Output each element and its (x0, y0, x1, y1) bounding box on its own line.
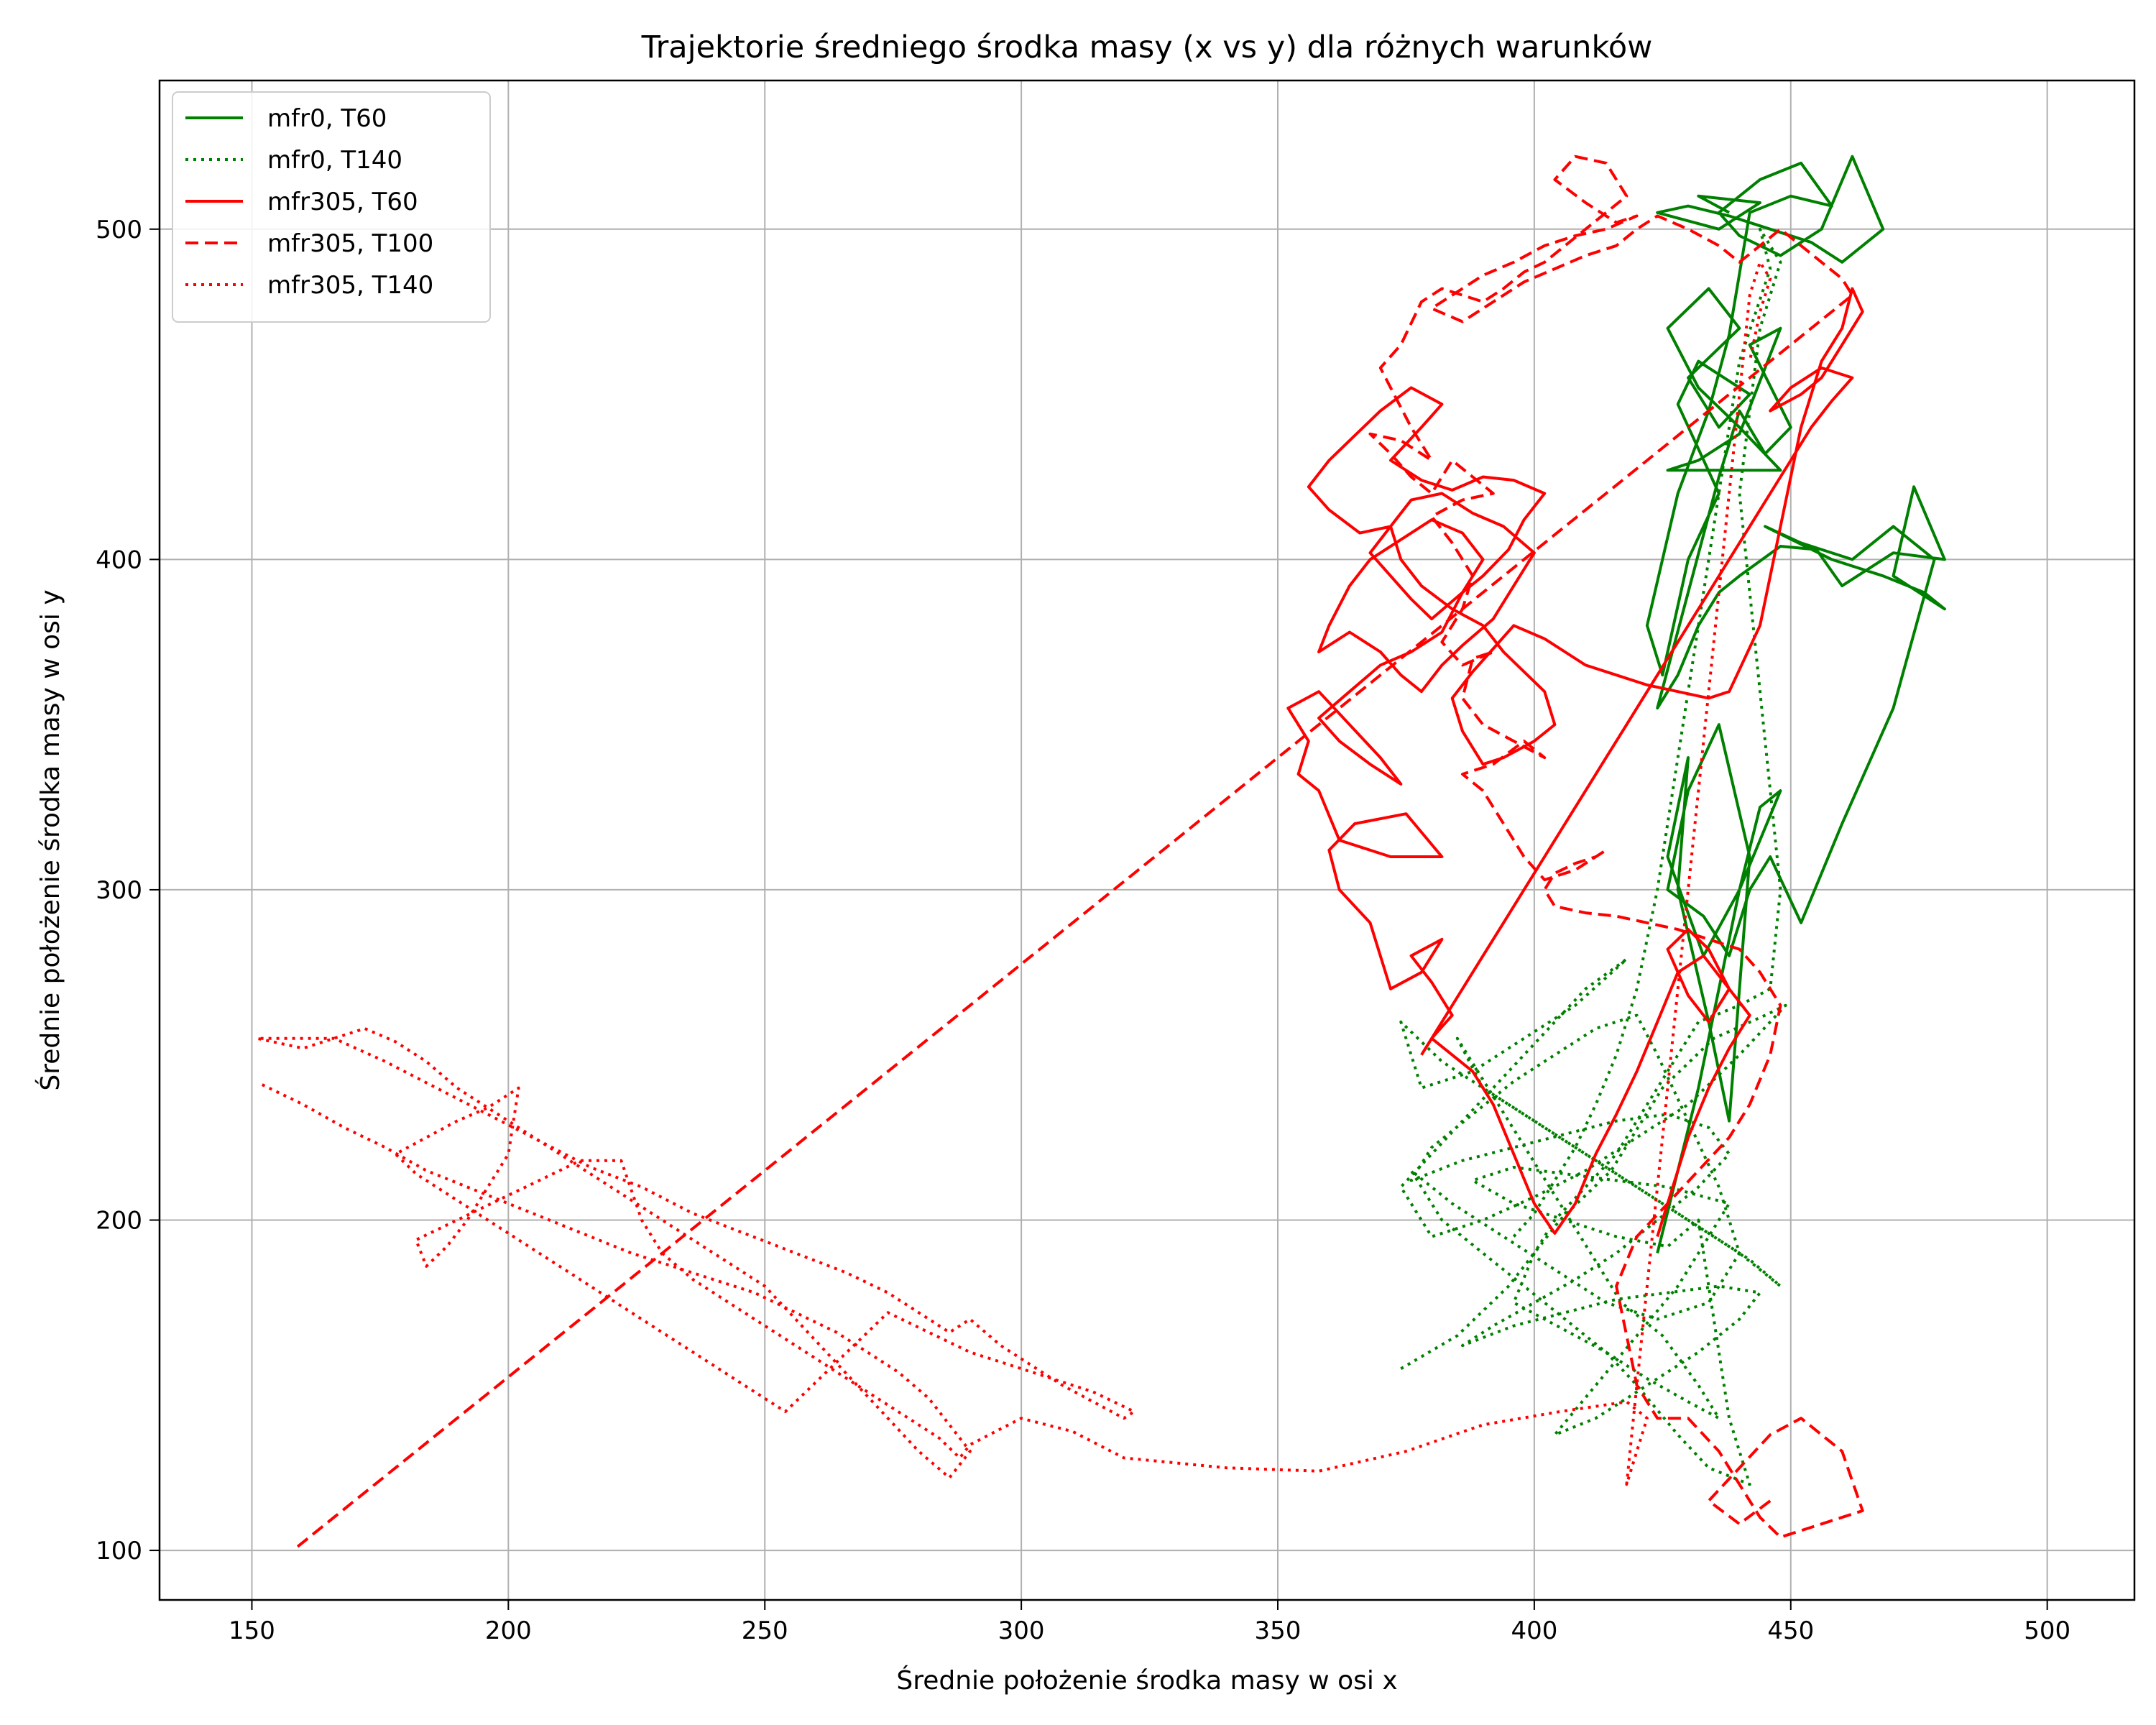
grid (160, 80, 2134, 1600)
chart-title: Trajektorie średniego środka masy (x vs … (641, 29, 1653, 65)
series-line-3 (292, 155, 1864, 1552)
legend-label-4: mfr305, T140 (267, 271, 433, 300)
x-tick-label: 500 (2024, 1616, 2070, 1645)
x-tick-label: 400 (1511, 1616, 1557, 1645)
x-tick-label: 300 (998, 1616, 1045, 1645)
y-tick-label: 100 (96, 1537, 142, 1565)
legend-label-1: mfr0, T140 (267, 146, 402, 175)
series-layer (255, 155, 1946, 1552)
x-tick-label: 200 (485, 1616, 532, 1645)
series-line-4 (255, 260, 1772, 1486)
y-tick-label: 400 (96, 546, 142, 574)
x-tick-label: 250 (742, 1616, 788, 1645)
y-tick-label: 300 (96, 876, 142, 905)
legend-label-3: mfr305, T100 (267, 229, 433, 258)
legend: mfr0, T60 mfr0, T140 mfr305, T60 mfr305, T1… (172, 91, 491, 323)
x-tick-label: 150 (229, 1616, 275, 1645)
y-axis-label: Średnie położenie środka masy w osi y (35, 589, 65, 1090)
axis-ticks: 150 200 250 300 350 400 450 500 100 200 300 400 500 (96, 216, 2070, 1645)
legend-label-2: mfr305, T60 (267, 188, 418, 216)
x-tick-label: 350 (1255, 1616, 1302, 1645)
y-tick-label: 200 (96, 1207, 142, 1236)
x-axis-label: Średnie położenie środka masy w osi x (896, 1665, 1397, 1696)
y-tick-label: 500 (96, 216, 142, 244)
x-tick-label: 450 (1767, 1616, 1814, 1645)
series-line-2 (1286, 287, 1864, 1238)
plot-frame (158, 79, 2136, 1601)
legend-label-0: mfr0, T60 (267, 104, 387, 133)
series-line-1 (1399, 227, 1787, 1486)
legend-box (172, 91, 491, 323)
series-line-0 (1645, 155, 1946, 1254)
